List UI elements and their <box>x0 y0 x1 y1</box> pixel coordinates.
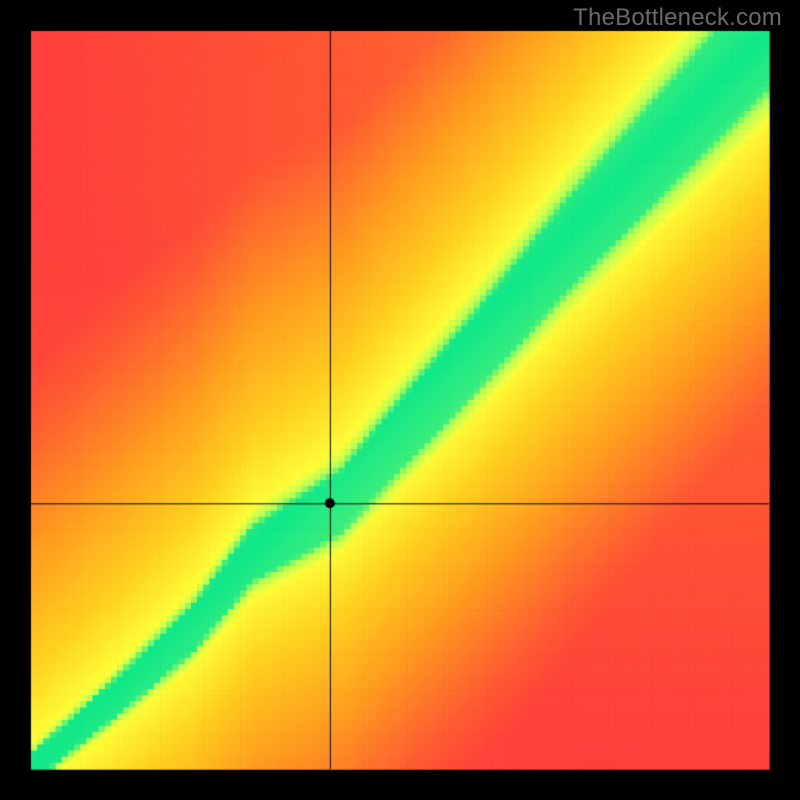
watermark-text: TheBottleneck.com <box>573 4 782 32</box>
bottleneck-heatmap-canvas <box>0 0 800 800</box>
chart-container: TheBottleneck.com <box>0 0 800 800</box>
